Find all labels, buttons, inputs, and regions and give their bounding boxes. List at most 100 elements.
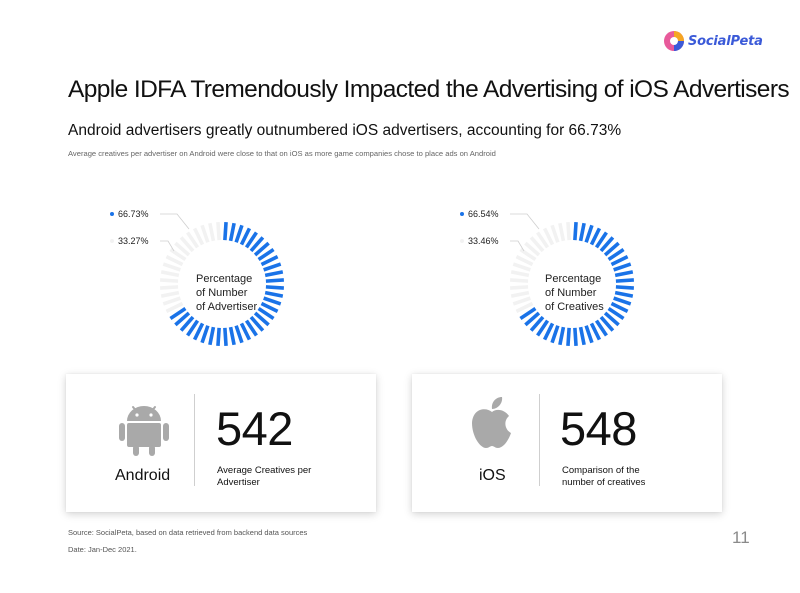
legend-label: 66.54% [468, 209, 499, 219]
donut-tick-remainder [510, 285, 529, 290]
donut-tick-primary [603, 311, 620, 327]
donut-tick-primary [239, 322, 252, 341]
donut-tick-primary [253, 311, 270, 327]
donut-tick-remainder [510, 278, 529, 283]
advertiser-donut-chart: 66.73% 33.27% Percentage of Number of Ad… [105, 198, 425, 368]
donut-tick-primary [610, 254, 629, 267]
donut-tick-remainder [558, 222, 566, 242]
donut-tick-remainder [174, 241, 191, 257]
metric-label-line: Comparison of the [562, 465, 640, 476]
donut-tick-primary [599, 315, 615, 332]
donut-tick-remainder [165, 254, 184, 267]
donut-tick-primary [234, 325, 244, 344]
donut-tick-remainder [519, 248, 537, 262]
donut-tick-primary [589, 322, 602, 341]
source-line: Source: SocialPeta, based on data retrie… [68, 528, 308, 537]
platform-name: iOS [479, 467, 506, 484]
donut-tick-primary [615, 285, 634, 290]
donut-tick-primary [558, 326, 566, 346]
page-number: 11 [732, 528, 750, 547]
donut-tick-primary [573, 222, 578, 241]
android-icon [119, 406, 169, 456]
donut-tick-remainder [510, 270, 530, 278]
donut-tick-remainder [536, 231, 550, 249]
donut-tick-primary [253, 241, 270, 257]
donut-tick-remainder [192, 227, 205, 246]
donut-center-line: of Advertiser [196, 301, 258, 313]
legend-item-android-share: 66.73% [110, 209, 149, 219]
donut-tick-primary [223, 222, 228, 241]
creatives-leader-lines [510, 213, 540, 252]
donut-tick-primary [594, 319, 608, 337]
donut-tick-primary [192, 322, 205, 341]
legend-dot-gray [460, 239, 464, 243]
donut-tick-remainder [186, 231, 200, 249]
donut-tick-remainder [566, 222, 571, 241]
donut-tick-primary [584, 224, 594, 243]
donut-center-label: Percentage of Number of Creatives [545, 272, 604, 314]
android-card: Android 542 Average Creatives per Advert… [66, 374, 376, 512]
donut-tick-remainder [162, 262, 181, 272]
donut-tick-remainder [515, 301, 534, 314]
donut-tick-primary [228, 222, 236, 242]
metric-label-line: Average Creatives per [217, 465, 312, 476]
donut-tick-remainder [160, 270, 180, 278]
creatives-count: 542 [216, 402, 293, 455]
apple-icon [472, 397, 511, 448]
donut-tick-primary [169, 306, 187, 320]
leader-line-remainder [160, 240, 175, 252]
donut-tick-primary [249, 236, 265, 253]
donut-tick-primary [614, 270, 634, 278]
page-note: Average creatives per advertiser on Andr… [68, 149, 496, 158]
donut-tick-primary [200, 325, 210, 344]
donut-center-line: Percentage [545, 273, 602, 285]
donut-tick-primary [239, 227, 252, 246]
donut-tick-primary [578, 326, 586, 346]
donut-tick-remainder [200, 224, 210, 243]
donut-tick-primary [613, 296, 632, 306]
donut-tick-primary [265, 278, 284, 283]
metric-label-line: Advertiser [217, 477, 260, 488]
donut-tick-primary [524, 311, 541, 327]
donut-tick-primary [613, 262, 632, 272]
creatives-donut-ticks [510, 222, 634, 346]
donut-tick-primary [244, 319, 258, 337]
page-subtitle: Android advertisers greatly outnumbered … [68, 122, 622, 139]
donut-tick-primary [550, 325, 560, 344]
card-divider [194, 394, 195, 486]
advertiser-donut-svg [160, 213, 284, 346]
creatives-donut-chart: 66.54% 33.46% Percentage of Number of Cr… [455, 198, 775, 368]
donut-tick-remainder [512, 296, 531, 306]
donut-tick-primary [260, 254, 279, 267]
donut-tick-primary [228, 326, 236, 346]
donut-tick-remainder [512, 262, 531, 272]
donut-tick-remainder [169, 248, 187, 262]
donut-center-label: Percentage of Number of Advertiser [196, 272, 257, 314]
legend-label: 33.46% [468, 236, 499, 246]
metric-label: Average Creatives per Advertiser [217, 465, 311, 489]
donut-tick-remainder [524, 241, 541, 257]
card-divider [539, 394, 540, 486]
donut-tick-primary [216, 327, 221, 346]
source-note: Source: SocialPeta, based on data retrie… [68, 524, 307, 558]
donut-tick-primary [594, 231, 608, 249]
donut-tick-remainder [550, 224, 560, 243]
donut-tick-remainder [179, 236, 195, 253]
donut-tick-primary [257, 248, 275, 262]
platform-name: Android [115, 467, 171, 484]
donut-tick-primary [607, 248, 625, 262]
logo-wordmark: SocialPeta [688, 33, 763, 49]
donut-tick-primary [265, 285, 284, 290]
leader-line-primary [510, 213, 540, 230]
donut-tick-primary [257, 306, 275, 320]
donut-tick-remainder [529, 236, 545, 253]
donut-tick-remainder [208, 222, 216, 242]
donut-tick-remainder [510, 290, 530, 298]
donut-tick-primary [263, 296, 282, 306]
donut-tick-primary [264, 270, 284, 278]
donut-tick-primary [542, 322, 555, 341]
donut-tick-primary [519, 306, 537, 320]
donut-tick-primary [234, 224, 244, 243]
logo-mark-icon [664, 31, 684, 51]
donut-tick-primary [607, 306, 625, 320]
